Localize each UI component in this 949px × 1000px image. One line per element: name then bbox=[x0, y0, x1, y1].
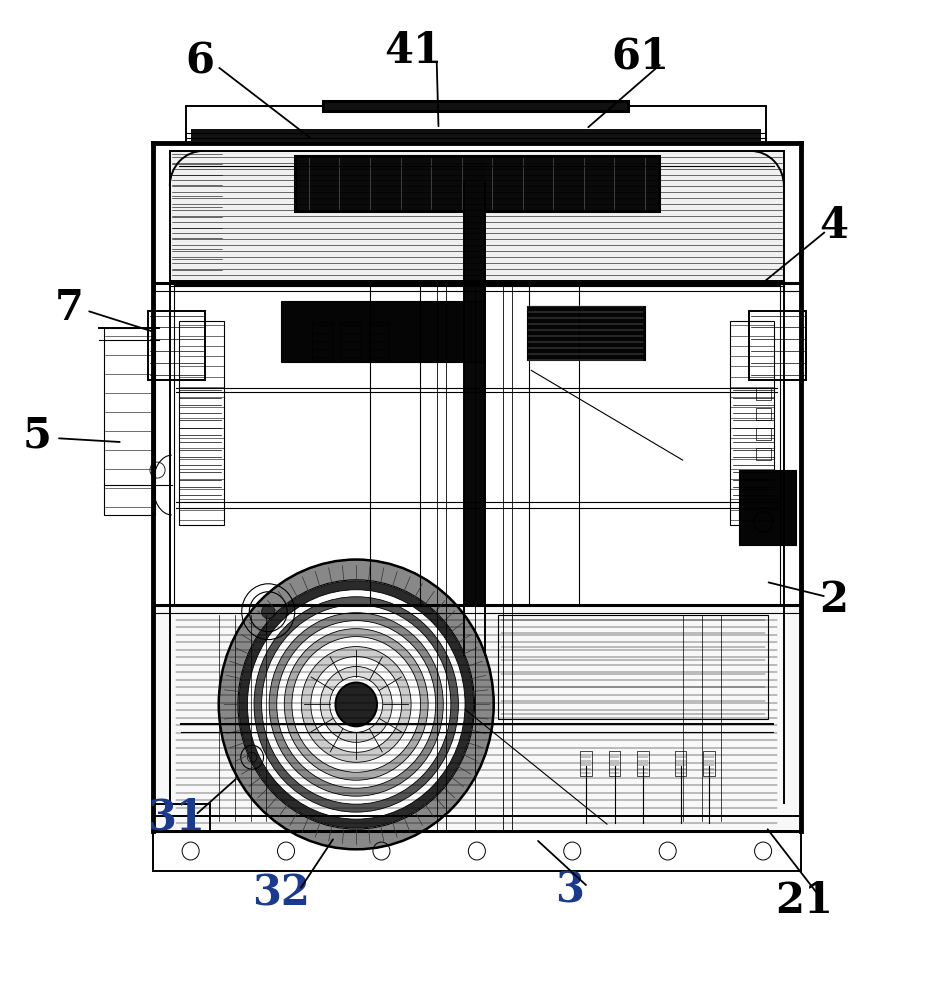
Text: 6: 6 bbox=[186, 40, 214, 82]
Bar bbox=[148, 311, 205, 380]
Bar bbox=[755, 408, 771, 420]
Bar bbox=[527, 306, 644, 360]
Text: 31: 31 bbox=[147, 796, 205, 838]
Bar bbox=[103, 328, 155, 515]
Bar bbox=[368, 322, 389, 360]
Text: 21: 21 bbox=[774, 880, 833, 922]
Bar bbox=[170, 151, 784, 281]
Circle shape bbox=[329, 677, 382, 732]
Bar bbox=[755, 448, 771, 460]
Circle shape bbox=[270, 613, 443, 796]
Bar bbox=[312, 322, 332, 360]
Bar bbox=[281, 301, 484, 362]
Bar bbox=[498, 615, 768, 719]
Circle shape bbox=[335, 682, 377, 726]
Bar bbox=[153, 816, 801, 871]
Bar bbox=[464, 163, 485, 655]
Circle shape bbox=[254, 597, 458, 812]
Text: 7: 7 bbox=[55, 287, 84, 329]
Bar bbox=[755, 428, 771, 440]
Bar bbox=[703, 751, 715, 776]
Bar bbox=[155, 607, 799, 829]
Bar bbox=[730, 320, 774, 525]
Bar bbox=[755, 388, 771, 400]
Circle shape bbox=[292, 637, 420, 772]
Text: 4: 4 bbox=[820, 205, 848, 247]
Circle shape bbox=[337, 684, 375, 724]
Text: 3: 3 bbox=[554, 870, 584, 912]
Circle shape bbox=[285, 629, 428, 780]
Circle shape bbox=[262, 605, 451, 804]
Bar bbox=[609, 751, 621, 776]
Text: 2: 2 bbox=[820, 579, 848, 621]
Text: 32: 32 bbox=[251, 873, 309, 915]
Circle shape bbox=[219, 560, 493, 849]
Bar bbox=[749, 311, 806, 380]
Text: 61: 61 bbox=[611, 35, 669, 77]
Circle shape bbox=[311, 657, 401, 752]
Circle shape bbox=[248, 590, 465, 819]
Circle shape bbox=[320, 667, 392, 742]
Bar bbox=[739, 470, 796, 545]
Text: 5: 5 bbox=[23, 414, 52, 456]
Circle shape bbox=[302, 647, 411, 762]
Circle shape bbox=[239, 581, 474, 828]
Bar bbox=[186, 106, 766, 143]
Bar bbox=[295, 156, 659, 211]
Bar bbox=[191, 129, 761, 141]
Circle shape bbox=[262, 605, 275, 619]
Bar bbox=[340, 322, 361, 360]
Bar bbox=[323, 101, 628, 111]
Bar bbox=[581, 751, 592, 776]
Bar bbox=[675, 751, 686, 776]
Circle shape bbox=[238, 580, 474, 829]
Circle shape bbox=[754, 512, 772, 532]
Circle shape bbox=[277, 621, 436, 788]
Circle shape bbox=[349, 697, 363, 711]
Bar bbox=[637, 751, 648, 776]
Bar bbox=[179, 320, 224, 525]
Text: 41: 41 bbox=[384, 30, 442, 72]
Circle shape bbox=[344, 691, 368, 717]
